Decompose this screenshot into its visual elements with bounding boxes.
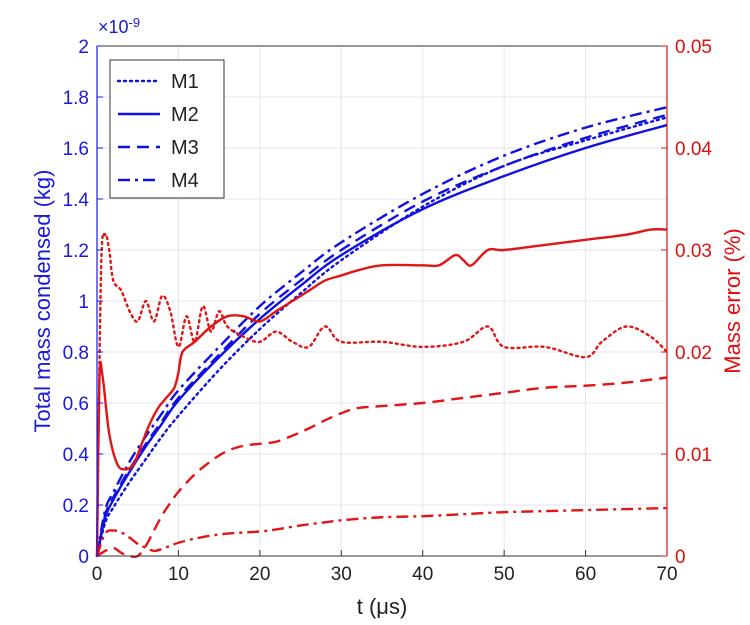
left-y-tick-label: 1.8 [63,88,89,109]
right-y-tick-label: 0 [675,547,686,568]
right-y-axis-ticks: 0 0.01 0.02 0.03 0.04 0.05 [661,37,712,568]
left-y-tick-label: 1 [78,292,89,313]
y-axis-multiplier-base: ×10 [98,17,129,37]
left-y-axis-ticks: 0 0.2 0.4 0.6 0.8 1 1.2 1.4 1.6 1.8 2 [63,37,103,568]
x-tick-label: 0 [92,564,103,585]
legend-label-m4: M4 [171,170,199,192]
right-y-tick-label: 0.04 [675,139,712,160]
x-tick-label: 20 [249,564,270,585]
right-y-tick-label: 0.05 [675,37,712,58]
legend-label-m3: M3 [171,137,199,159]
error-series-line-dotted [95,232,669,558]
x-tick-label: 40 [412,564,433,585]
legend-box [109,59,225,199]
right-y-tick-label: 0.02 [675,343,712,364]
y-axis-multiplier-exponent: -9 [129,15,141,30]
x-tick-label: 30 [331,564,352,585]
y-axis-multiplier: ×10-9 [98,15,140,37]
legend-label-m1: M1 [171,71,199,93]
error-series-line-dashdot [95,506,668,557]
axes: 0 10 20 30 40 50 60 70 00.20.40.60.811.21.41.61… [63,37,713,585]
left-y-axis-label: Total mass condensed (kg) [30,170,55,433]
legend: M1 M2 M3 M4 [109,59,225,199]
right-y-tick-label: 0.01 [675,445,712,466]
left-y-tick-label: 0.2 [63,496,89,517]
mass-series-line-solid [95,123,668,557]
legend-label-m2: M2 [171,104,199,126]
right-y-axis-label: Mass error (%) [720,228,745,373]
x-tick-label: 10 [168,564,189,585]
x-tick-label: 70 [656,564,677,585]
right-y-tick-label: 0.03 [675,241,712,262]
left-y-tick-label: 1.2 [63,241,89,262]
left-y-tick-label: 0.8 [63,343,89,364]
x-tick-label: 60 [575,564,596,585]
left-y-tick-label: 0 [78,547,89,568]
x-axis-label: t (μs) [357,594,408,619]
left-y-tick-label: 0.6 [63,394,89,415]
left-y-tick-label: 0.4 [63,445,90,466]
left-y-tick-label: 1.4 [63,190,90,211]
plot-area [95,45,669,559]
x-tick-label: 50 [494,564,515,585]
left-y-tick-label: 1.6 [63,139,89,160]
left-y-tick-label: 2 [78,37,89,58]
mass-series-line-dotted [95,116,669,558]
error-series-line-solid [95,228,668,557]
x-axis-ticks: 0 10 20 30 40 50 60 70 [92,550,678,585]
